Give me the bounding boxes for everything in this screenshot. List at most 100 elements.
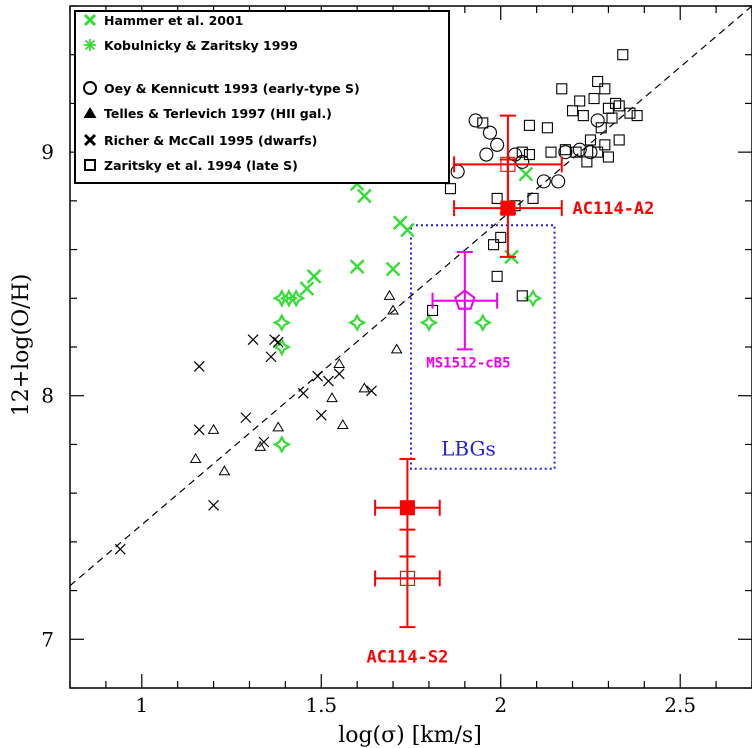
data-point <box>595 122 607 134</box>
legend-label: Telles & Terlevich 1997 (HII gal.) <box>104 106 332 121</box>
legend-marker <box>84 159 96 171</box>
x-mark <box>356 188 372 204</box>
x-mark <box>258 436 270 448</box>
square-mark <box>541 122 553 134</box>
square-mark <box>477 117 489 129</box>
legend-item: Hammer et al. 2001 <box>83 13 243 28</box>
plot-data-layer <box>70 6 752 629</box>
data-point <box>272 435 292 454</box>
star-mark <box>272 435 292 454</box>
circle-mark <box>551 174 566 189</box>
data-point <box>482 125 498 140</box>
data-point <box>333 358 346 369</box>
circle-mark <box>572 142 587 157</box>
x-mark <box>366 385 377 397</box>
x-tick-label: 1.5 <box>305 693 337 717</box>
x-mark <box>385 261 401 277</box>
data-point <box>491 270 503 282</box>
axis-tick-labels: 1 1.5 2 2.5 7 8 9 <box>41 140 696 717</box>
legend-marker <box>84 39 96 51</box>
error-point-marker <box>454 289 476 310</box>
square-mark <box>588 93 600 105</box>
annotation-label: AC114-A2 <box>573 199 655 219</box>
data-point <box>536 174 551 189</box>
data-point <box>336 418 349 429</box>
data-point <box>516 290 528 302</box>
data-point <box>624 107 636 119</box>
triangle-mark <box>272 421 285 432</box>
legend-marker <box>83 133 97 147</box>
x-mark <box>269 334 281 346</box>
legend-label: Hammer et al. 2001 <box>104 13 243 28</box>
legend: Hammer et al. 2001 Kobulnicky & Zaritsky … <box>74 10 450 184</box>
data-point <box>570 146 582 158</box>
x-mark <box>83 133 97 147</box>
x-mark <box>299 281 315 296</box>
data-point <box>592 146 604 158</box>
data-point <box>541 122 553 134</box>
circle-mark <box>515 154 530 169</box>
series-0 <box>299 166 534 296</box>
x-mark <box>400 222 415 238</box>
circle-mark <box>536 174 551 189</box>
data-point <box>356 188 372 204</box>
data-point <box>258 436 270 448</box>
data-point <box>518 166 534 182</box>
star-mark <box>286 288 306 308</box>
data-point <box>574 95 586 107</box>
square-mark <box>516 290 528 302</box>
data-point <box>218 465 231 476</box>
legend-item: Richer & McCall 1995 (dwarfs) <box>83 133 317 148</box>
legend-item: Kobulnicky & Zaritsky 1999 <box>84 38 298 53</box>
data-point <box>286 288 306 308</box>
lbg-region <box>410 224 556 470</box>
x-mark <box>208 499 220 511</box>
data-point <box>326 392 338 403</box>
error-point-marker <box>399 500 415 516</box>
legend-label: Richer & McCall 1995 (dwarfs) <box>104 133 317 148</box>
square-mark <box>584 134 597 146</box>
x-mark <box>297 387 309 399</box>
circle-mark <box>479 147 494 162</box>
square-mark <box>444 183 457 195</box>
error-point-marker <box>500 156 516 172</box>
data-point <box>208 499 220 511</box>
square-mark <box>516 146 528 158</box>
data-point <box>272 421 285 432</box>
x-mark <box>265 351 277 363</box>
x-mark <box>349 259 365 274</box>
square-mark <box>559 144 571 156</box>
data-point <box>490 137 505 152</box>
x-mark <box>83 13 97 27</box>
y-tick-label: 9 <box>41 140 54 164</box>
data-point <box>333 368 345 380</box>
error-point-marker <box>399 570 415 586</box>
data-point <box>572 142 587 157</box>
data-point <box>495 231 507 243</box>
data-point <box>265 351 277 363</box>
series-4 <box>114 334 377 555</box>
data-point <box>584 134 597 146</box>
data-point <box>545 146 557 158</box>
data-point <box>240 412 252 424</box>
annotations: AC114-A2 AC114-S2 MS1512-cB5 LBGs <box>366 199 654 667</box>
square-mark <box>491 192 503 204</box>
data-point <box>207 423 220 434</box>
series-2 <box>450 113 605 189</box>
square-mark <box>613 100 625 112</box>
data-point <box>610 97 622 109</box>
data-point <box>617 49 629 61</box>
data-point <box>583 145 598 160</box>
square-mark <box>581 156 593 168</box>
triangle-mark <box>390 343 403 354</box>
error-point <box>431 251 499 351</box>
series-3 <box>189 289 403 476</box>
data-point <box>306 269 322 284</box>
x-tick-label: 2 <box>494 693 507 717</box>
data-point <box>366 385 377 397</box>
data-point <box>400 222 415 238</box>
legend-label: Zaritsky et al. 1994 (late S) <box>104 158 298 173</box>
square-mark <box>631 110 643 122</box>
legend-label: Oey & Kennicutt 1993 (early-type S) <box>104 81 360 96</box>
annotation-label: LBGs <box>441 436 496 460</box>
